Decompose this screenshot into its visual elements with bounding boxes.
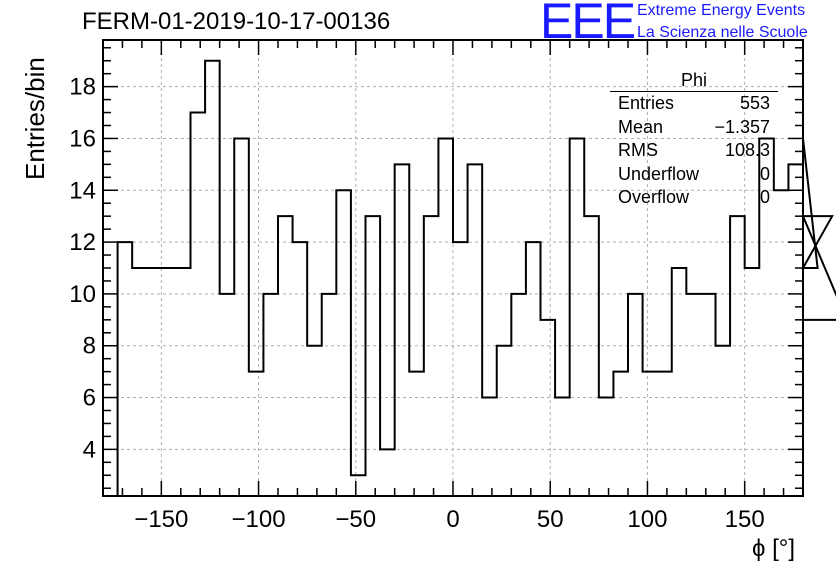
stats-row-mean: Mean −1.357 — [610, 116, 778, 140]
stats-label: Underflow — [618, 163, 700, 184]
x-tick-label: 100 — [627, 506, 667, 533]
y-tick-label: 14 — [69, 177, 96, 204]
stats-row-entries: Entries 553 — [610, 92, 778, 116]
stats-row-underflow: Underflow 0 — [610, 163, 778, 187]
y-tick-label: 4 — [83, 436, 96, 463]
stats-value: −1.357 — [714, 116, 770, 137]
y-tick-label: 16 — [69, 125, 96, 152]
chart-title: FERM-01-2019-10-17-00136 — [82, 8, 391, 35]
x-tick-label: −150 — [134, 506, 188, 533]
stats-row-rms: RMS 108.3 — [610, 139, 778, 163]
x-tick-label: −50 — [335, 506, 376, 533]
y-tick-label: 8 — [83, 333, 96, 360]
y-tick-label: 18 — [69, 74, 96, 101]
histogram-step-line — [116, 59, 836, 496]
x-axis-label: ϕ [°] — [752, 535, 796, 562]
x-tick-label: 50 — [537, 506, 564, 533]
stats-label: Mean — [618, 116, 664, 137]
stats-value: 0 — [759, 187, 770, 207]
tick-labels: −150 −100 −50 0 50 100 150 4 6 8 10 12 14 16 18 — [69, 74, 764, 533]
stats-box: Phi Entries 553 Mean −1.357 RMS 108.3 Un… — [610, 70, 778, 210]
y-tick-label: 12 — [69, 229, 96, 256]
y-tick-label: 10 — [69, 281, 96, 308]
stats-value: 553 — [739, 93, 770, 113]
stats-row-overflow: Overflow 0 — [610, 186, 778, 210]
axis-ticks — [103, 40, 803, 496]
y-axis-label: Entries/bin — [20, 57, 50, 180]
eee-logo: EEE — [540, 0, 636, 49]
stats-label: RMS — [618, 140, 658, 160]
stats-label: Overflow — [618, 187, 690, 207]
eee-logo-line-2: La Scienza nelle Scuole — [637, 24, 808, 41]
stats-label: Entries — [618, 93, 675, 113]
x-tick-label: 0 — [446, 506, 459, 533]
y-tick-label: 6 — [83, 385, 96, 412]
plot-frame — [102, 39, 804, 497]
stats-value: 0 — [759, 163, 770, 184]
x-tick-label: 150 — [725, 506, 765, 533]
stats-box-title: Phi — [610, 70, 778, 92]
eee-logo-line-1: Extreme Energy Events — [637, 2, 806, 19]
x-tick-label: −100 — [232, 506, 286, 533]
stats-value: 108.3 — [724, 140, 770, 160]
